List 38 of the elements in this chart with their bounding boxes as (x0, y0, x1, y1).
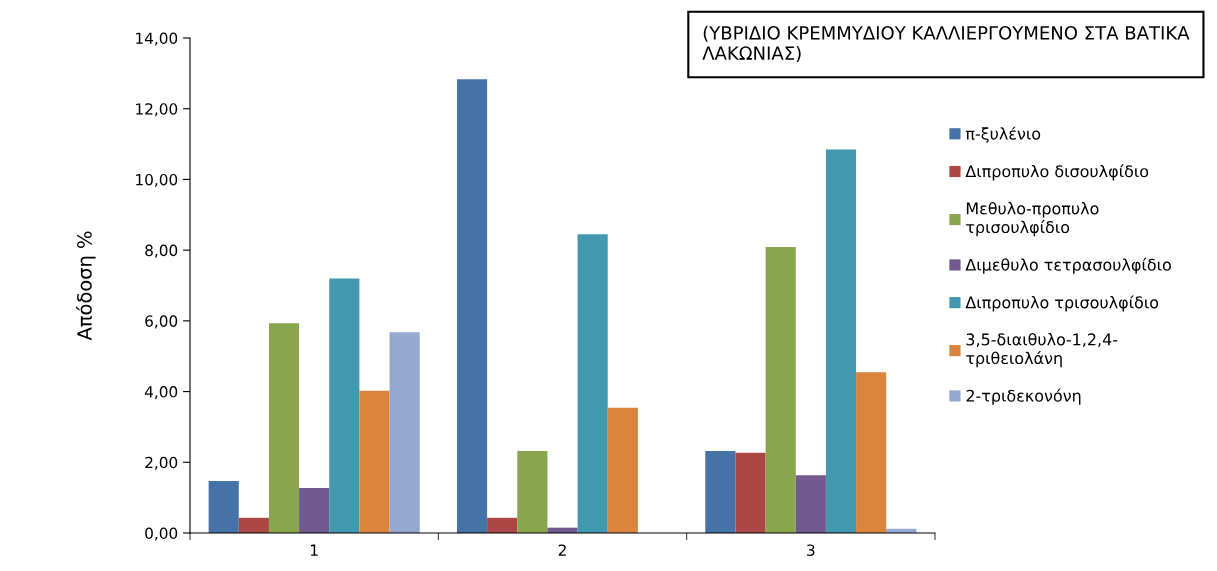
bar (795, 475, 826, 533)
y-tick-label: 10,00 (136, 173, 178, 188)
bar (577, 234, 608, 533)
x-tick-label: 1 (310, 544, 318, 556)
legend-label: Διπροπυλο τρισουλφίδιο (965, 295, 1159, 312)
legend-label: 2-τριδεκονόνη (966, 388, 1081, 405)
y-tick-label: 2,00 (145, 456, 178, 470)
legend-label: π-ξυλένιο (965, 126, 1041, 143)
bar (825, 149, 857, 533)
bar (856, 372, 887, 533)
y-tick-label: 4,00 (144, 386, 178, 400)
y-tick-label: 0,00 (145, 527, 178, 541)
bar (487, 517, 518, 533)
y-tick-label: 6,00 (145, 315, 178, 329)
bar (765, 246, 796, 533)
bar (456, 79, 488, 533)
bar (389, 332, 420, 533)
bar (517, 450, 548, 533)
y-tick-label: 8,00 (145, 244, 178, 258)
bar (208, 481, 239, 533)
bar (268, 323, 300, 533)
bar (329, 278, 360, 533)
legend-label: Μεθυλο-προπυλο τρισουλφίδιο (966, 201, 1099, 237)
y-axis-title: Απόδοση % (75, 231, 96, 341)
bar (705, 450, 736, 533)
legend-label: 3,5-διαιθυλο-1,2,4- τριθειολάνη (966, 332, 1118, 368)
y-tick-label: 14,00 (136, 32, 178, 46)
chart-title: (ΥΒΡΙΔΙΟ ΚΡΕΜΜΥΔΙΟΥ ΚΑΛΛΙΕΡΓΟΥΜΕΝΟ ΣΤΑ ΒΑΤΙΚΑ ΛΑΚΩΝΙΑΣ) (702, 25, 1190, 63)
bar (299, 488, 330, 533)
bar (238, 517, 269, 533)
legend-label: Διμεθυλο τετρασουλφίδιο (965, 257, 1171, 274)
bar (735, 452, 766, 533)
x-tick-label: 3 (807, 544, 815, 556)
legend-label: Διπροπυλο δισουλφίδιο (965, 164, 1149, 181)
bar (607, 407, 638, 533)
y-tick-label: 12,00 (136, 103, 178, 117)
bar (359, 390, 390, 533)
x-tick-label: 2 (558, 544, 566, 556)
